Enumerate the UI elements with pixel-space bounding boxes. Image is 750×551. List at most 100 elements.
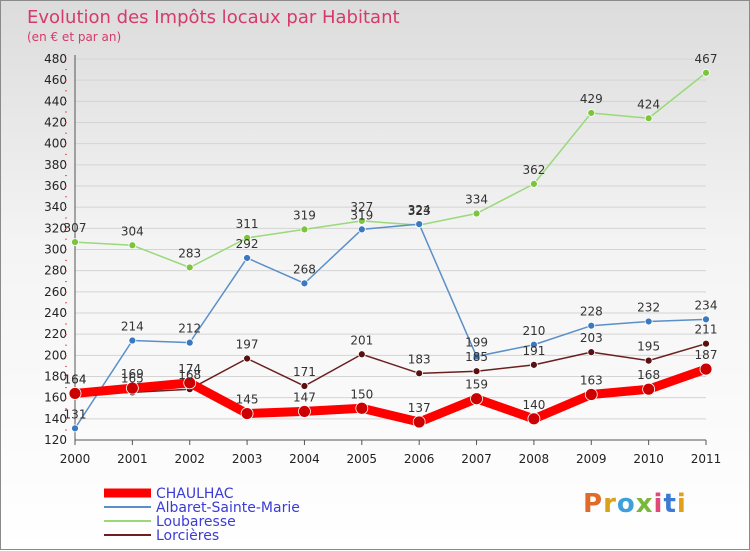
y-tick-label: 460 (44, 73, 67, 87)
data-label: 201 (350, 333, 373, 347)
data-point (642, 382, 656, 396)
y-tick-label: 200 (44, 348, 67, 362)
data-point (128, 241, 137, 250)
data-label: 210 (522, 324, 545, 338)
y-tick-label: 120 (44, 433, 67, 447)
data-point (355, 401, 369, 415)
x-tick-label: 2010 (633, 452, 664, 466)
y-tick-label: 360 (44, 179, 67, 193)
data-point (183, 376, 197, 390)
data-point (470, 392, 483, 406)
data-point (185, 263, 194, 272)
data-label: 197 (236, 338, 259, 352)
data-point (530, 179, 538, 188)
y-tick-label: 320 (44, 221, 67, 235)
data-label: 228 (580, 305, 603, 319)
data-point (71, 424, 79, 433)
axes: 120 140 160 180 200 220 240 260 280 300 320 340 360 3… (44, 52, 721, 466)
data-label: 429 (580, 92, 603, 106)
data-label: 234 (695, 298, 718, 312)
data-label: 164 (64, 372, 87, 386)
data-point (702, 339, 710, 348)
data-point (472, 367, 481, 376)
data-point (530, 360, 538, 369)
data-label: 150 (350, 387, 373, 401)
data-label: 327 (350, 200, 373, 214)
data-label: 203 (580, 331, 603, 345)
y-tick-label: 280 (44, 264, 67, 278)
data-point (243, 354, 251, 363)
y-tick-label: 240 (44, 306, 67, 320)
data-label: 147 (293, 390, 316, 404)
data-point (472, 209, 481, 218)
data-point (68, 387, 82, 400)
data-label: 283 (178, 246, 201, 260)
data-point (357, 217, 366, 225)
series-group (68, 68, 713, 433)
y-tick-label: 160 (44, 391, 67, 405)
data-point (412, 415, 426, 429)
data-point (125, 381, 139, 395)
x-tick-label: 2009 (576, 452, 607, 466)
chart-title: Evolution des Impôts locaux par Habitant (27, 7, 400, 28)
data-label: 324 (408, 203, 431, 217)
data-point (644, 114, 653, 123)
data-point (415, 369, 424, 378)
data-label: 168 (178, 368, 201, 382)
data-point (300, 382, 309, 390)
data-label: 323 (408, 204, 431, 218)
x-tick-label: 2011 (691, 452, 722, 466)
x-tick-label: 2003 (232, 452, 263, 466)
data-label: 304 (121, 224, 144, 238)
y-tick-label: 260 (44, 285, 67, 299)
data-label: 191 (522, 344, 545, 358)
data-label: 311 (236, 217, 259, 231)
x-tick-label: 2007 (461, 452, 492, 466)
data-label: 467 (695, 52, 718, 66)
y-tick-label: 180 (44, 370, 67, 384)
data-point (702, 68, 710, 77)
data-point (185, 338, 194, 347)
data-point (128, 336, 137, 345)
data-label: 319 (350, 208, 373, 222)
data-label: 168 (637, 368, 660, 382)
data-label: 171 (293, 365, 316, 379)
data-point (702, 315, 710, 324)
data-label: 334 (465, 193, 488, 207)
data-point (300, 225, 309, 234)
data-point (587, 321, 596, 330)
data-label: 183 (408, 352, 431, 366)
series-line (70, 364, 711, 427)
series-line (74, 72, 707, 269)
data-label: 319 (293, 208, 316, 222)
x-tick-label: 2002 (174, 452, 205, 466)
y-tick-label: 480 (44, 52, 67, 66)
chart-subtitle: (en € et par an) (27, 30, 121, 44)
data-point (240, 407, 254, 420)
series-line (74, 342, 707, 395)
data-label: 292 (236, 237, 259, 251)
data-label: 165 (121, 371, 144, 385)
data-label: 232 (637, 300, 660, 314)
data-label: 268 (293, 262, 316, 276)
grid (75, 58, 706, 441)
x-tick-label: 2005 (347, 452, 378, 466)
y-tick-label: 140 (44, 412, 67, 426)
data-label: 362 (522, 163, 545, 177)
y-tick-label: 400 (44, 137, 67, 151)
x-tick-label: 2004 (289, 452, 320, 466)
proxiti-logo: Proxiti (583, 489, 687, 519)
data-point (472, 352, 481, 361)
data-point (300, 279, 309, 288)
x-tick-label: 2006 (404, 452, 435, 466)
data-label: 159 (465, 378, 488, 392)
data-point (357, 350, 366, 359)
data-label: 137 (408, 401, 431, 415)
data-point (415, 220, 424, 229)
legend-label: CHAULHAC (156, 486, 234, 502)
x-tick-label: 2000 (60, 452, 91, 466)
data-point (587, 109, 596, 117)
